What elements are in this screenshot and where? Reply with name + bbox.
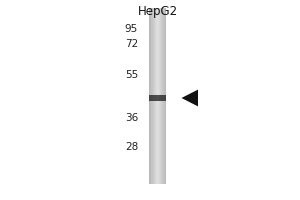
Bar bbox=[165, 8, 166, 184]
Bar bbox=[152, 8, 153, 184]
Bar bbox=[154, 8, 155, 184]
Text: 72: 72 bbox=[125, 39, 138, 49]
Bar bbox=[152, 8, 153, 184]
Bar bbox=[149, 95, 166, 101]
Text: HepG2: HepG2 bbox=[137, 4, 178, 18]
Bar bbox=[155, 8, 156, 184]
Bar bbox=[157, 8, 158, 184]
Bar bbox=[160, 8, 161, 184]
Text: 28: 28 bbox=[125, 142, 138, 152]
Text: 36: 36 bbox=[125, 113, 138, 123]
Text: 55: 55 bbox=[125, 70, 138, 80]
Bar bbox=[156, 8, 157, 184]
Bar bbox=[159, 8, 160, 184]
Bar bbox=[150, 8, 151, 184]
Text: 95: 95 bbox=[125, 24, 138, 34]
Bar bbox=[153, 8, 154, 184]
Bar bbox=[151, 8, 152, 184]
Bar bbox=[158, 8, 159, 184]
Bar bbox=[162, 8, 163, 184]
Polygon shape bbox=[182, 90, 198, 106]
Bar bbox=[161, 8, 162, 184]
Bar bbox=[164, 8, 165, 184]
Bar bbox=[149, 8, 150, 184]
Bar bbox=[163, 8, 164, 184]
